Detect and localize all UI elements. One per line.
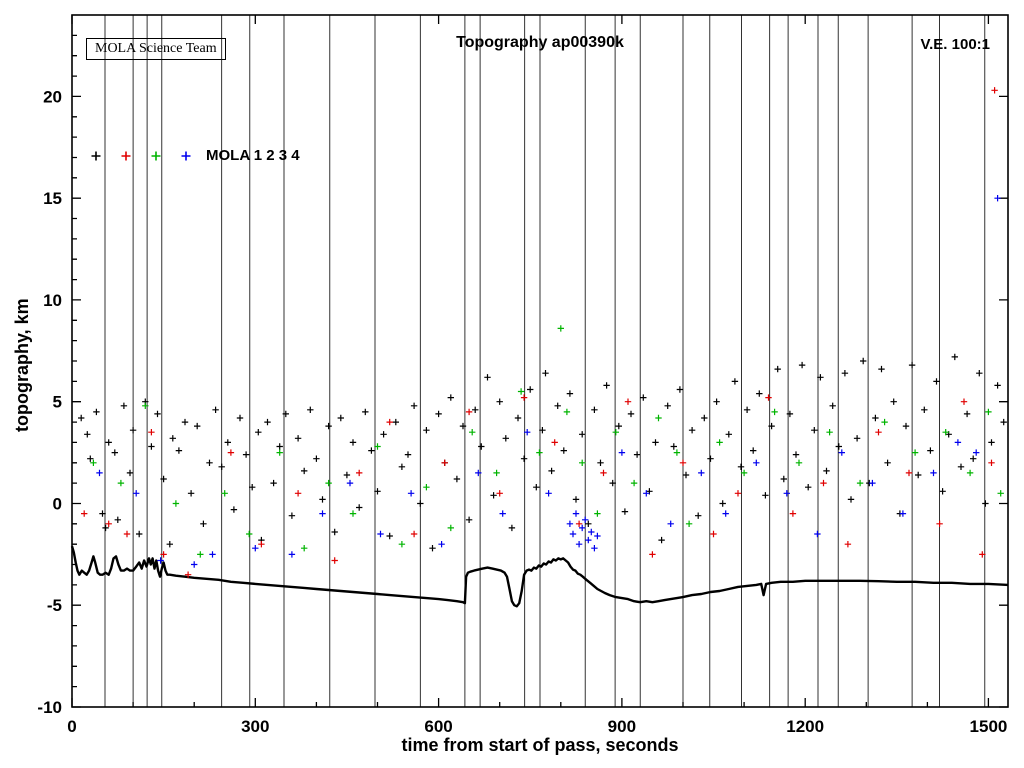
plot-border bbox=[71, 14, 1009, 708]
scatter-series-mola4 bbox=[96, 195, 1001, 568]
vertical-gridlines bbox=[104, 15, 986, 707]
x-tick-label: 1500 bbox=[970, 717, 1008, 736]
x-tick-label: 600 bbox=[424, 717, 452, 736]
x-tick-label: 1200 bbox=[786, 717, 824, 736]
y-tick-label: 10 bbox=[43, 291, 62, 310]
y-tick-label: 0 bbox=[53, 494, 62, 513]
legend-label: MOLA 1 2 3 4 bbox=[206, 147, 300, 164]
x-tick-label: 300 bbox=[241, 717, 269, 736]
y-tick-label: 20 bbox=[43, 87, 62, 106]
y-axis-label: topography, km bbox=[12, 298, 32, 432]
x-tick-label: 900 bbox=[608, 717, 636, 736]
x-axis-label: time from start of pass, seconds bbox=[401, 735, 679, 755]
legend-marker-mola2 bbox=[121, 151, 131, 161]
legend-marker-mola3 bbox=[151, 151, 161, 161]
vertical-exaggeration-label: V.E. 100:1 bbox=[920, 36, 991, 53]
y-tick-label: -5 bbox=[47, 596, 62, 615]
chart-title: Topography ap00390k bbox=[456, 34, 624, 51]
mola-science-team-stamp: MOLA Science Team bbox=[86, 38, 226, 60]
legend-marker-mola4 bbox=[181, 151, 191, 161]
scatter-series-mola3 bbox=[90, 325, 1004, 558]
ground-track-line bbox=[70, 545, 1009, 608]
legend-marker-mola1 bbox=[91, 151, 101, 161]
y-tick-label: 5 bbox=[53, 393, 62, 412]
y-tick-label: 15 bbox=[43, 189, 62, 208]
y-tick-label: -10 bbox=[37, 698, 62, 717]
scatter-series-mola2 bbox=[81, 87, 998, 578]
x-tick-label: 0 bbox=[67, 717, 76, 736]
